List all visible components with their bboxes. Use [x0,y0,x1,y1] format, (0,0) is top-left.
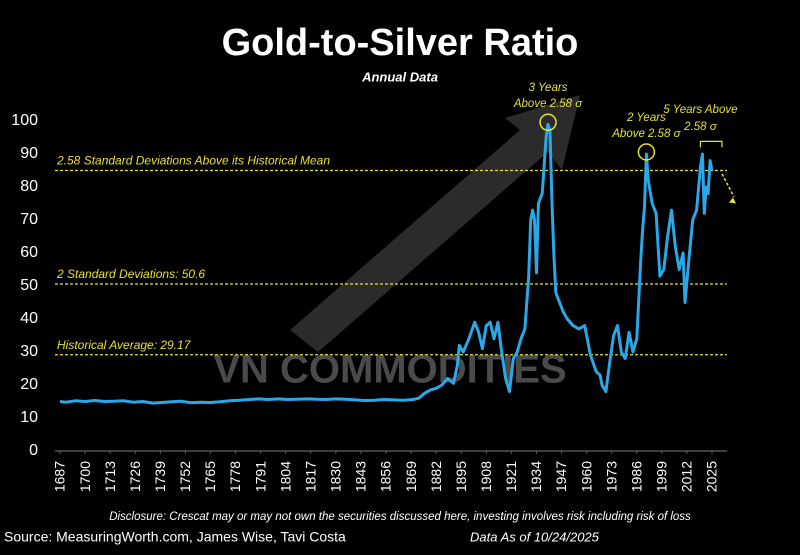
y-tick-label: 30 [20,343,38,360]
peak-circle [637,143,656,161]
annotation: 3 Years [529,82,568,94]
x-tick-label: 1895 [453,461,469,492]
x-tick-label: 1843 [353,461,369,492]
x-tick-label: 1973 [603,461,619,492]
x-tick-label: 1687 [52,461,68,492]
x-tick-label: 1830 [328,461,344,492]
down-arrow [721,173,735,198]
y-tick-label: 70 [20,211,38,228]
disclosure: Disclosure: Crescat may or may not own t… [109,511,691,523]
x-tick-label: 2012 [679,461,695,492]
data-date: Data As of 10/24/2025 [470,529,600,544]
x-tick-label: 1700 [77,461,93,492]
x-tick-label: 1999 [654,461,670,492]
y-tick-label: 80 [20,178,38,195]
x-tick-label: 1765 [202,461,218,492]
watermark-arrow [290,95,580,352]
annotation: Above 2.58 σ [611,128,681,140]
y-tick-label: 20 [20,376,38,393]
annotation: 2.58 σ [683,121,718,133]
ratio-line [59,122,714,405]
y-tick-label: 10 [20,409,38,426]
reference-label: Historical Average: 29.17 [57,338,192,352]
x-tick-label: 1921 [503,461,519,492]
x-tick-label: 1752 [177,461,193,492]
chart-subtitle: Annual Data [361,69,438,84]
x-tick-label: 1778 [227,461,243,492]
x-tick-label: 1934 [528,461,544,492]
y-tick-label: 40 [20,310,38,327]
x-tick-label: 1817 [302,461,318,492]
peak-circle [539,113,557,132]
reference-label: 2.58 Standard Deviations Above its Histo… [56,154,330,168]
annotation: Above 2.58 σ [513,98,583,110]
x-tick-label: 1947 [553,461,569,492]
bracket [699,140,723,148]
x-tick-label: 1739 [152,461,168,492]
x-tick-label: 1726 [127,461,143,492]
y-tick-label: 100 [11,112,38,129]
x-tick-label: 1713 [102,461,118,492]
down-arrow-head [729,197,736,204]
y-tick-label: 0 [29,442,38,459]
x-tick-label: 1882 [428,461,444,492]
chart-title: Gold-to-Silver Ratio [222,22,579,64]
annotation: 2 Years [626,112,666,124]
x-tick-label: 1791 [252,461,268,492]
x-tick-label: 1908 [478,461,494,492]
x-tick-label: 1869 [403,461,419,492]
x-tick-label: 1804 [277,461,293,492]
reference-label: 2 Standard Deviations: 50.6 [56,267,205,281]
source: Source: MeasuringWorth.com, James Wise, … [4,529,346,545]
x-tick-label: 2025 [704,461,720,492]
annotation: 5 Years Above [663,104,737,116]
x-tick-label: 1856 [378,461,394,492]
y-tick-label: 90 [20,145,38,162]
y-tick-label: 60 [20,244,38,261]
x-tick-label: 1960 [578,461,594,492]
x-tick-label: 1986 [628,461,644,492]
y-tick-label: 50 [20,277,38,294]
